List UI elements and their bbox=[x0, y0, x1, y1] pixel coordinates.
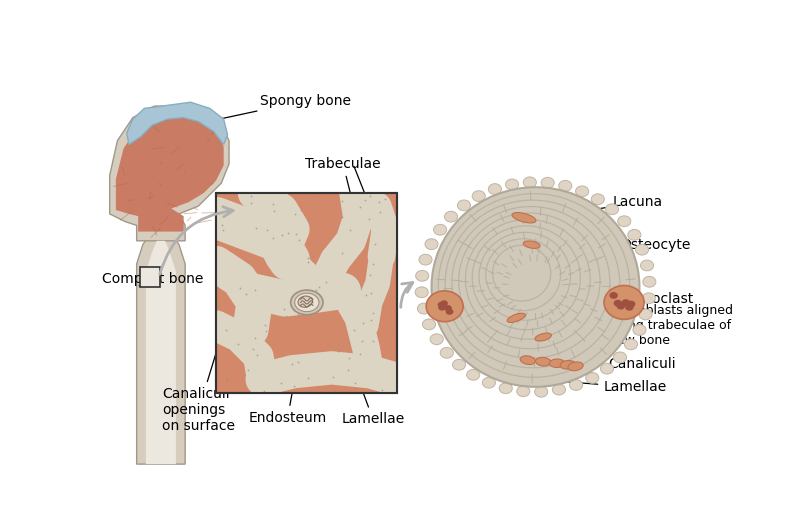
Ellipse shape bbox=[415, 287, 428, 298]
Text: Lamellae: Lamellae bbox=[336, 320, 405, 426]
Ellipse shape bbox=[642, 293, 655, 304]
Text: Trabeculae: Trabeculae bbox=[305, 157, 381, 192]
Ellipse shape bbox=[614, 299, 622, 307]
Ellipse shape bbox=[290, 290, 323, 315]
Text: Compact bone: Compact bone bbox=[102, 272, 203, 286]
Ellipse shape bbox=[552, 384, 566, 395]
Ellipse shape bbox=[639, 309, 652, 320]
Ellipse shape bbox=[523, 177, 536, 187]
Ellipse shape bbox=[618, 216, 630, 227]
Ellipse shape bbox=[614, 352, 626, 363]
Ellipse shape bbox=[622, 299, 630, 306]
Ellipse shape bbox=[294, 293, 319, 312]
Ellipse shape bbox=[624, 339, 638, 350]
Ellipse shape bbox=[458, 200, 470, 211]
Text: Lacuna: Lacuna bbox=[547, 195, 662, 217]
Text: Spongy bone: Spongy bone bbox=[211, 93, 351, 121]
Ellipse shape bbox=[499, 383, 512, 393]
Text: Lamellae: Lamellae bbox=[538, 380, 666, 394]
Ellipse shape bbox=[426, 291, 463, 322]
Ellipse shape bbox=[445, 211, 458, 222]
Bar bbox=[216, 193, 397, 393]
Ellipse shape bbox=[523, 241, 540, 249]
Ellipse shape bbox=[431, 187, 639, 387]
Ellipse shape bbox=[570, 380, 582, 390]
Ellipse shape bbox=[434, 224, 446, 235]
Ellipse shape bbox=[446, 309, 454, 315]
Ellipse shape bbox=[440, 347, 454, 358]
Text: Canaliculi: Canaliculi bbox=[554, 357, 676, 371]
Ellipse shape bbox=[482, 378, 495, 388]
Ellipse shape bbox=[604, 286, 644, 319]
Ellipse shape bbox=[642, 277, 656, 287]
Ellipse shape bbox=[419, 254, 432, 265]
Ellipse shape bbox=[453, 359, 466, 370]
Ellipse shape bbox=[628, 229, 641, 240]
Polygon shape bbox=[137, 233, 185, 464]
Ellipse shape bbox=[625, 304, 634, 311]
Ellipse shape bbox=[568, 362, 583, 371]
Ellipse shape bbox=[534, 387, 548, 397]
Ellipse shape bbox=[610, 292, 618, 299]
Ellipse shape bbox=[641, 260, 654, 271]
Ellipse shape bbox=[416, 270, 429, 281]
Ellipse shape bbox=[298, 296, 313, 307]
Ellipse shape bbox=[438, 304, 446, 311]
Ellipse shape bbox=[520, 356, 535, 365]
Polygon shape bbox=[110, 106, 229, 241]
Ellipse shape bbox=[444, 305, 452, 311]
Ellipse shape bbox=[606, 204, 618, 215]
Polygon shape bbox=[126, 102, 227, 144]
Ellipse shape bbox=[541, 177, 554, 188]
Text: Osteoclast: Osteoclast bbox=[620, 292, 694, 305]
Bar bbox=[140, 267, 160, 287]
Text: Osteocyte: Osteocyte bbox=[554, 238, 690, 252]
Text: Osteoblasts aligned
along trabeculae of
new bone: Osteoblasts aligned along trabeculae of … bbox=[577, 304, 733, 363]
Ellipse shape bbox=[627, 301, 635, 307]
Polygon shape bbox=[146, 241, 176, 464]
Ellipse shape bbox=[560, 361, 575, 369]
Ellipse shape bbox=[425, 239, 438, 250]
Ellipse shape bbox=[535, 333, 551, 341]
Ellipse shape bbox=[633, 324, 646, 335]
Ellipse shape bbox=[558, 181, 572, 191]
Ellipse shape bbox=[418, 303, 430, 314]
Ellipse shape bbox=[472, 191, 486, 201]
Ellipse shape bbox=[506, 179, 518, 190]
Bar bbox=[216, 193, 397, 393]
Ellipse shape bbox=[430, 334, 443, 345]
Ellipse shape bbox=[617, 303, 625, 310]
Ellipse shape bbox=[575, 186, 589, 196]
Ellipse shape bbox=[440, 300, 448, 306]
Ellipse shape bbox=[586, 373, 599, 383]
Ellipse shape bbox=[512, 212, 536, 223]
Ellipse shape bbox=[601, 363, 614, 374]
Ellipse shape bbox=[488, 184, 502, 194]
Ellipse shape bbox=[550, 359, 565, 367]
Polygon shape bbox=[116, 114, 224, 232]
Text: Canaliculi
openings
on surface: Canaliculi openings on surface bbox=[162, 336, 235, 433]
Ellipse shape bbox=[591, 194, 604, 204]
Text: Endosteum: Endosteum bbox=[249, 316, 326, 425]
Ellipse shape bbox=[535, 357, 551, 366]
Ellipse shape bbox=[517, 386, 530, 397]
Ellipse shape bbox=[438, 302, 446, 308]
Ellipse shape bbox=[422, 319, 435, 330]
Ellipse shape bbox=[635, 244, 649, 255]
Ellipse shape bbox=[507, 313, 526, 322]
Ellipse shape bbox=[466, 370, 480, 380]
